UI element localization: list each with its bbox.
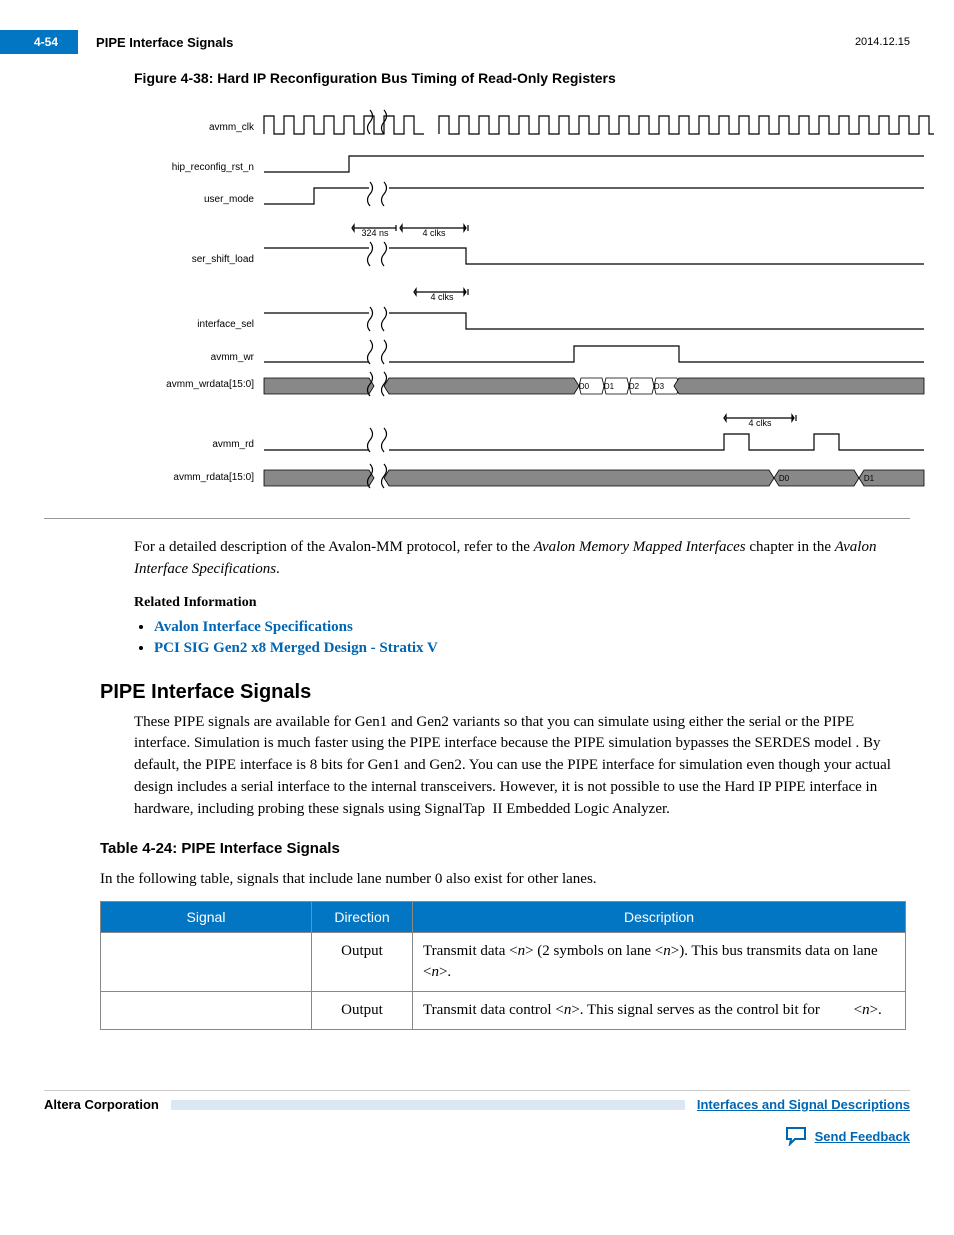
table-caption: Table 4-24: PIPE Interface Signals [100,840,910,857]
pipe-body-text: These PIPE signals are available for Gen… [134,712,910,821]
page-number-box: 4-54 [0,30,78,54]
ifsel-wave [264,313,924,329]
svg-text:4 clks: 4 clks [422,228,446,238]
timing-diagram: .lbl { font-family: Arial, sans-serif; f… [114,102,934,497]
annotation-row-3: 4 clks [724,415,796,428]
protocol-desc: For a detailed description of the Avalon… [134,537,910,581]
svg-text:D0: D0 [579,382,590,391]
avmmrd-wave [264,434,924,450]
svg-text:D3: D3 [654,382,665,391]
svg-text:4 clks: 4 clks [430,292,454,302]
annotation-row-2: 4 clks [414,289,468,302]
header-date: 2014.12.15 [855,36,910,48]
related-links-list: Avalon Interface Specifications PCI SIG … [154,619,910,657]
feedback-icon[interactable] [785,1126,807,1146]
avmmwr-wave [264,346,924,362]
send-feedback-link[interactable]: Send Feedback [815,1129,910,1144]
pipe-signals-table: Signal Direction Description OutputTrans… [100,901,906,1030]
sig-label: avmm_wrdata[15:0] [166,379,254,390]
rst-wave [264,156,924,172]
svg-text:D2: D2 [629,382,640,391]
figure-caption: Figure 4-38: Hard IP Reconfiguration Bus… [134,70,910,86]
th-direction: Direction [312,902,413,933]
page-footer: Altera Corporation Interfaces and Signal… [44,1090,910,1112]
sig-label: ser_shift_load [192,254,254,265]
sig-label: user_mode [204,194,254,205]
section-heading: PIPE Interface Signals [100,681,910,704]
table-intro: In the following table, signals that inc… [100,869,910,891]
sig-label: interface_sel [197,319,254,330]
divider [44,518,910,519]
svg-text:D1: D1 [864,474,875,483]
rdata-bus: D0 D1 [264,470,924,486]
usermode-wave [264,188,924,204]
th-signal: Signal [101,902,312,933]
svg-text:D1: D1 [604,382,615,391]
svg-text:4 clks: 4 clks [748,418,772,428]
clk-wave [264,110,934,134]
table-row: OutputTransmit data <n> (2 symbols on la… [101,933,906,992]
svg-text:324 ns: 324 ns [361,228,389,238]
sig-label: avmm_clk [209,122,255,133]
footer-chapter-link[interactable]: Interfaces and Signal Descriptions [697,1097,910,1112]
footer-company: Altera Corporation [44,1097,159,1112]
wrdata-bus: D0 D1 D2 D3 [264,378,924,394]
sig-label: avmm_wr [211,352,255,363]
page-header: 4-54 PIPE Interface Signals 2014.12.15 [44,30,910,54]
svg-text:D0: D0 [779,474,790,483]
link-avalon-spec[interactable]: Avalon Interface Specifications [154,619,353,635]
related-info-heading: Related Information [134,595,910,611]
link-pci-sig[interactable]: PCI SIG Gen2 x8 Merged Design - Stratix … [154,640,438,656]
sig-label: hip_reconfig_rst_n [172,162,254,173]
sig-label: avmm_rdata[15:0] [173,472,254,483]
footer-bar [171,1100,685,1110]
annotation-row: 324 ns 4 clks [352,225,468,238]
header-section-title: PIPE Interface Signals [96,35,233,50]
sig-label: avmm_rd [212,439,254,450]
table-row: OutputTransmit data control <n>. This si… [101,992,906,1030]
th-description: Description [413,902,906,933]
sershift-wave [264,248,924,264]
